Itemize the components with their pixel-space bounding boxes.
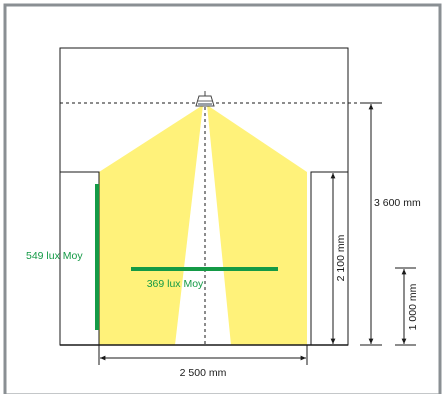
- pendant-light-icon: [195, 91, 215, 107]
- ceiling-height-label: 3 600 mm: [374, 197, 421, 209]
- shelf-height-label: 2 100 mm: [335, 234, 347, 281]
- measure-height-label: 1 000 mm: [407, 283, 419, 330]
- measure-height-dimension: [395, 267, 416, 346]
- horizontal-lux-label: 369 lux Moy: [147, 278, 204, 290]
- shelf-left: [59, 171, 100, 346]
- ceiling-height-dimension: [360, 102, 382, 346]
- vertical-lux-label: 549 lux Moy: [26, 250, 83, 262]
- aisle-width-label: 2 500 mm: [180, 367, 227, 379]
- aisle-width-dimension: [98, 345, 308, 365]
- shelf-right: [310, 171, 349, 346]
- beam-right: [207, 105, 307, 345]
- shelf-height-dimension: [320, 171, 345, 344]
- beam-left: [99, 105, 203, 345]
